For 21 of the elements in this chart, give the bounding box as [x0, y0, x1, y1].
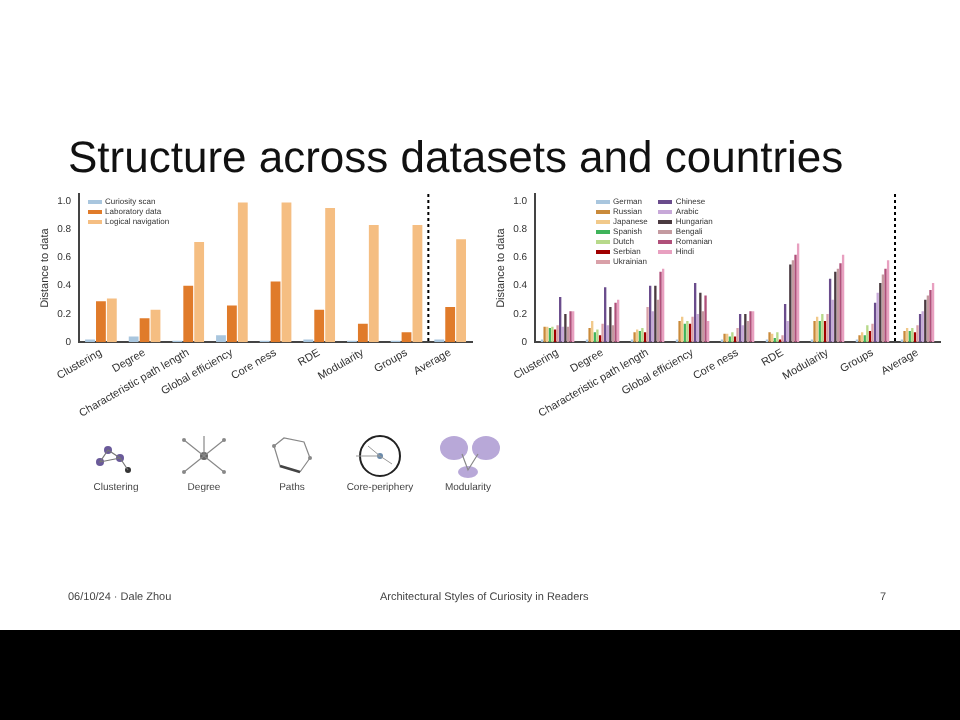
bar: [412, 225, 423, 343]
bar: [150, 309, 161, 343]
bar: [314, 309, 325, 343]
bar: [139, 318, 150, 343]
bar: [216, 335, 226, 343]
bar: [128, 336, 139, 343]
bar: [325, 208, 336, 343]
bar: [445, 306, 456, 343]
bar: [183, 285, 194, 343]
bar: [237, 202, 248, 343]
bar: [270, 281, 281, 343]
bar: [281, 202, 292, 343]
chart-title: Structure across datasets and countries: [68, 132, 844, 184]
bar: [401, 332, 412, 343]
bar: [456, 239, 466, 343]
bar: [96, 301, 106, 343]
bar: [194, 241, 205, 343]
bar: [357, 323, 368, 343]
bar: [368, 225, 379, 343]
bar: [106, 298, 117, 343]
bar: [226, 305, 237, 343]
